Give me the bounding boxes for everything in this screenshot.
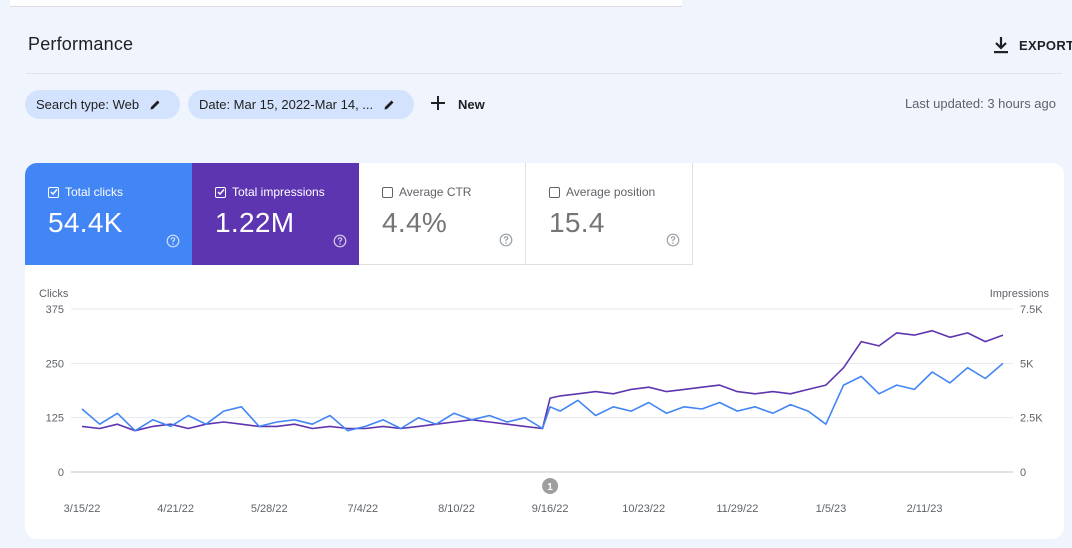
download-icon bbox=[993, 36, 1009, 54]
metric-value: 4.4% bbox=[382, 207, 448, 238]
y-right-tick-label: 0 bbox=[1020, 467, 1026, 479]
left-axis-title: Clicks bbox=[39, 288, 69, 300]
y-right-tick-label: 7.5K bbox=[1020, 304, 1043, 316]
performance-card: Total clicks 54.4K Total impressions 1.2… bbox=[25, 163, 1064, 539]
annotation-marker bbox=[542, 478, 559, 494]
search-type-label: Search type: Web bbox=[36, 97, 140, 112]
metric-total-clicks[interactable]: Total clicks 54.4K bbox=[25, 163, 192, 265]
y-left-tick-label: 125 bbox=[46, 413, 64, 425]
metric-label: Total impressions bbox=[232, 185, 325, 199]
y-left-tick-label: 250 bbox=[46, 358, 64, 370]
checkbox-checked-icon[interactable] bbox=[215, 186, 226, 198]
export-button[interactable]: EXPORT bbox=[993, 34, 1072, 56]
x-tick-label: 2/11/23 bbox=[907, 503, 943, 515]
help-icon[interactable] bbox=[666, 233, 680, 252]
metric-value: 54.4K bbox=[48, 207, 123, 238]
metric-value: 15.4 bbox=[549, 207, 605, 238]
y-left-tick-label: 375 bbox=[46, 304, 64, 316]
header-divider bbox=[26, 73, 1062, 74]
pencil-icon[interactable] bbox=[149, 99, 161, 111]
x-tick-label: 7/4/22 bbox=[348, 503, 379, 515]
x-tick-label: 4/21/22 bbox=[157, 503, 194, 515]
top-card-edge bbox=[10, 0, 682, 7]
y-left-tick-label: 0 bbox=[58, 467, 64, 479]
y-right-tick-label: 2.5K bbox=[1020, 413, 1043, 425]
x-tick-label: 1/5/23 bbox=[816, 503, 847, 515]
export-label: EXPORT bbox=[1019, 37, 1072, 53]
metric-label: Average position bbox=[566, 185, 656, 199]
metric-total-impressions[interactable]: Total impressions 1.22M bbox=[192, 163, 359, 265]
new-filter-label: New bbox=[458, 96, 485, 112]
last-updated-text: Last updated: 3 hours ago bbox=[904, 96, 1056, 111]
right-axis-title: Impressions bbox=[990, 288, 1050, 300]
x-tick-label: 11/29/22 bbox=[716, 503, 758, 515]
x-tick-label: 9/16/22 bbox=[532, 503, 569, 515]
metric-average-position[interactable]: Average position 15.4 bbox=[526, 163, 693, 265]
checkbox-unchecked-icon[interactable] bbox=[382, 186, 393, 198]
x-tick-label: 3/15/22 bbox=[64, 503, 101, 515]
page-title: Performance bbox=[28, 34, 134, 54]
new-filter-button[interactable]: New bbox=[430, 93, 485, 115]
x-tick-label: 5/28/22 bbox=[251, 503, 288, 515]
pencil-icon[interactable] bbox=[383, 99, 395, 111]
metric-value: 1.22M bbox=[215, 207, 295, 238]
help-icon[interactable] bbox=[499, 233, 513, 252]
metric-label: Average CTR bbox=[399, 185, 472, 199]
y-right-tick-label: 5K bbox=[1020, 358, 1034, 370]
date-range-label: Date: Mar 15, 2022-Mar 14, ... bbox=[199, 97, 374, 112]
date-range-chip[interactable]: Date: Mar 15, 2022-Mar 14, ... bbox=[188, 90, 414, 119]
search-type-chip[interactable]: Search type: Web bbox=[25, 90, 180, 119]
checkbox-checked-icon[interactable] bbox=[48, 186, 59, 198]
plus-icon bbox=[430, 95, 446, 114]
x-tick-label: 10/23/22 bbox=[622, 503, 665, 515]
clicks-series-line bbox=[81, 362, 1004, 432]
metric-average-ctr[interactable]: Average CTR 4.4% bbox=[359, 163, 526, 265]
x-tick-label: 8/10/22 bbox=[438, 503, 475, 515]
metric-label: Total clicks bbox=[65, 185, 124, 199]
impressions-series-line bbox=[81, 329, 1004, 432]
help-icon[interactable] bbox=[333, 234, 347, 253]
performance-chart: 375 250 125 0 7.5K 5K 2.5K 0 Clicks Impressions 3/… bbox=[39, 288, 1050, 515]
metric-tabs: Total clicks 54.4K Total impressions 1.2… bbox=[25, 163, 693, 265]
help-icon[interactable] bbox=[166, 234, 180, 253]
annotation-label: 1 bbox=[547, 482, 553, 493]
checkbox-unchecked-icon[interactable] bbox=[549, 186, 560, 198]
